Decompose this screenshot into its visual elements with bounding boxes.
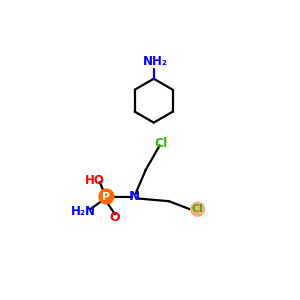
Circle shape bbox=[191, 202, 205, 216]
Text: H₂N: H₂N bbox=[71, 205, 96, 218]
Circle shape bbox=[99, 189, 114, 204]
Text: N: N bbox=[129, 190, 140, 202]
Text: Cl: Cl bbox=[154, 137, 167, 150]
Text: O: O bbox=[109, 211, 120, 224]
Text: P: P bbox=[102, 191, 110, 202]
Text: NH₂: NH₂ bbox=[142, 55, 167, 68]
Text: HO: HO bbox=[85, 174, 105, 187]
Text: Cl: Cl bbox=[192, 204, 204, 214]
